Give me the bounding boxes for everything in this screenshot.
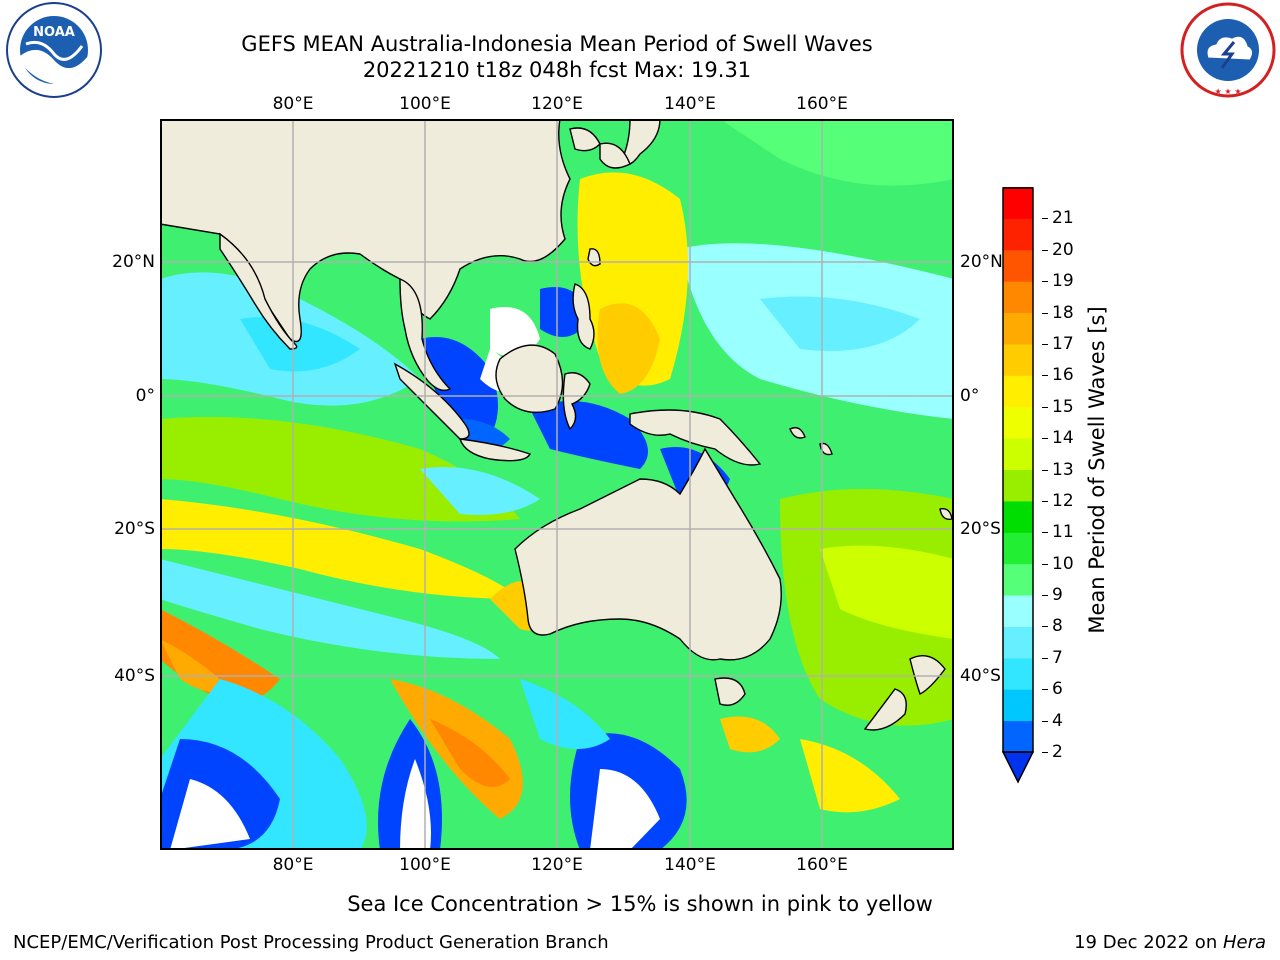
- lat-label-right-20s: 20°S: [960, 519, 1001, 539]
- colorbar-tick-mark: [1042, 469, 1048, 471]
- colorbar-tick-label: 7: [1052, 647, 1063, 668]
- lat-label-left-20s: 20°S: [114, 519, 155, 539]
- colorbar-segment: [1003, 438, 1033, 470]
- colorbar-tick-mark: [1042, 689, 1048, 691]
- colorbar-tick-label: 4: [1052, 710, 1063, 731]
- colorbar-tick-label: 21: [1052, 208, 1074, 229]
- colorbar-tick-mark: [1042, 626, 1048, 628]
- lon-label-top-80e: 80°E: [272, 94, 314, 114]
- colorbar-segment: [1003, 469, 1033, 502]
- lat-label-right-0: 0°: [960, 386, 980, 406]
- colorbar-tick-label: 10: [1052, 553, 1074, 574]
- noaa-logo: NOAA: [4, 2, 104, 102]
- lon-label-top-120e: 120°E: [531, 94, 583, 114]
- colorbar-tick-mark: [1042, 218, 1048, 220]
- lat-label-right-40s: 40°S: [960, 666, 1001, 686]
- colorbar-graphic: [1001, 187, 1035, 784]
- colorbar-tick-mark: [1042, 438, 1048, 440]
- colorbar-segment: [1003, 281, 1033, 314]
- colorbar-segment: [1003, 249, 1033, 282]
- colorbar-tick-label: 11: [1052, 522, 1074, 543]
- footer-host: Hera: [1222, 932, 1266, 953]
- colorbar-extend-arrow: [1001, 751, 1035, 784]
- colorbar-segment: [1003, 343, 1033, 376]
- graticule: [160, 119, 954, 850]
- map-frame: [160, 119, 954, 850]
- lon-label-top-160e: 160°E: [796, 94, 848, 114]
- colorbar-tick-mark: [1042, 657, 1048, 659]
- nws-logo: ★ ★ ★: [1178, 2, 1278, 102]
- colorbar-segment: [1003, 312, 1033, 345]
- colorbar-tick-mark: [1042, 532, 1048, 534]
- lon-label-top-100e: 100°E: [399, 94, 451, 114]
- colorbar-tick-label: 9: [1052, 585, 1063, 606]
- colorbar-segment: [1003, 720, 1033, 753]
- colorbar-segment: [1003, 626, 1033, 659]
- colorbar-tick-label: 13: [1052, 459, 1074, 480]
- colorbar-tick-label: 20: [1052, 239, 1074, 260]
- colorbar-tick-label: 12: [1052, 490, 1074, 511]
- colorbar-tick-mark: [1042, 312, 1048, 314]
- lon-label-bottom-140e: 140°E: [664, 855, 716, 875]
- map-canvas: [160, 119, 954, 850]
- colorbar-tick-label: 2: [1052, 742, 1063, 762]
- colorbar-tick-label: 18: [1052, 302, 1074, 323]
- footer-date: 19 Dec 2022 on Hera: [1074, 932, 1266, 954]
- colorbar-segment: [1003, 689, 1033, 722]
- chart-title: GEFS MEAN Australia-Indonesia Mean Perio…: [241, 32, 873, 56]
- lon-label-bottom-100e: 100°E: [399, 855, 451, 875]
- footer-branch: NCEP/EMC/Verification Post Processing Pr…: [13, 932, 609, 953]
- colorbar-segment: [1003, 595, 1033, 627]
- colorbar-tick-label: 16: [1052, 365, 1074, 386]
- colorbar-tick-mark: [1042, 406, 1048, 408]
- lat-label-left-40s: 40°S: [114, 666, 155, 686]
- colorbar-tick-mark: [1042, 720, 1048, 722]
- svg-text:★ ★ ★: ★ ★ ★: [1214, 87, 1241, 96]
- colorbar-tick-label: 17: [1052, 333, 1074, 354]
- colorbar-segment: [1003, 563, 1033, 596]
- chart-subtitle: 20221210 t18z 048h fcst Max: 19.31: [362, 58, 752, 82]
- colorbar-segment: [1003, 187, 1033, 219]
- colorbar-tick-mark: [1042, 752, 1048, 753]
- lon-label-bottom-120e: 120°E: [531, 855, 583, 875]
- colorbar-tick-label: 15: [1052, 396, 1074, 417]
- lat-label-left-20n: 20°N: [112, 252, 155, 272]
- lon-label-bottom-160e: 160°E: [796, 855, 848, 875]
- sea-ice-note: Sea Ice Concentration > 15% is shown in …: [347, 892, 933, 916]
- colorbar-segment: [1003, 657, 1033, 690]
- lon-label-bottom-80e: 80°E: [272, 855, 314, 875]
- lat-label-right-20n: 20°N: [960, 252, 1003, 272]
- colorbar: [1001, 187, 1035, 785]
- colorbar-segment: [1003, 218, 1033, 251]
- colorbar-tick-mark: [1042, 281, 1048, 283]
- colorbar-tick-mark: [1042, 595, 1048, 597]
- colorbar-title: Mean Period of Swell Waves [s]: [1085, 306, 1109, 634]
- colorbar-tick-label: 19: [1052, 271, 1074, 292]
- lat-label-left-0: 0°: [135, 386, 155, 406]
- svg-text:NOAA: NOAA: [33, 25, 75, 40]
- colorbar-tick-label: 8: [1052, 616, 1063, 637]
- colorbar-tick-mark: [1042, 500, 1048, 502]
- colorbar-frame: [1002, 187, 1034, 753]
- colorbar-segment: [1003, 375, 1033, 408]
- colorbar-tick-labels: 2 4 6 7 8 9 10 11 12 13 14 15 16 17 18 19 20 21: [1042, 0, 1092, 960]
- colorbar-tick-label: 14: [1052, 428, 1074, 449]
- colorbar-segment: [1003, 406, 1033, 439]
- lon-label-top-140e: 140°E: [664, 94, 716, 114]
- colorbar-tick-mark: [1042, 343, 1048, 345]
- colorbar-tick-mark: [1042, 563, 1048, 565]
- colorbar-tick-mark: [1042, 249, 1048, 251]
- footer-date-text: 19 Dec 2022 on: [1074, 932, 1223, 953]
- colorbar-segment: [1003, 500, 1033, 533]
- swell-period-map: [160, 119, 954, 850]
- colorbar-tick-mark: [1042, 375, 1048, 377]
- colorbar-segment: [1003, 532, 1033, 565]
- colorbar-tick-label: 6: [1052, 679, 1063, 700]
